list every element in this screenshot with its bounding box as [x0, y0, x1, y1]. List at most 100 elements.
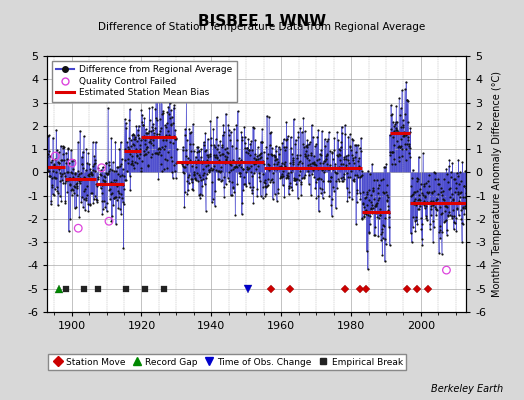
Point: [148, 104, 157, 110]
Point: [59, 143, 67, 149]
Point: [214, 142, 223, 149]
Point: [233, 180, 242, 187]
Point: [157, 152, 165, 158]
Point: [313, 166, 322, 172]
Point: [163, 128, 172, 134]
Point: [272, 197, 281, 204]
Point: [209, 158, 217, 165]
Point: [276, 164, 284, 170]
Point: [299, 141, 307, 148]
Y-axis label: Monthly Temperature Anomaly Difference (°C): Monthly Temperature Anomaly Difference (…: [492, 71, 502, 297]
Point: [107, 135, 115, 142]
Point: [154, 151, 162, 157]
Point: [96, 185, 105, 192]
Point: [443, 213, 452, 219]
Point: [357, 135, 365, 141]
Point: [87, 169, 95, 176]
Point: [340, 156, 348, 162]
Point: [146, 154, 155, 160]
Point: [150, 150, 159, 156]
Point: [100, 177, 108, 184]
Point: [330, 188, 338, 194]
Point: [435, 181, 443, 187]
Point: [336, 147, 344, 153]
Point: [183, 155, 192, 161]
Point: [73, 192, 81, 198]
Point: [225, 169, 233, 175]
Point: [258, 126, 266, 132]
Point: [326, 178, 335, 184]
Point: [196, 158, 205, 164]
Point: [412, 217, 420, 224]
Point: [147, 128, 156, 134]
Point: [102, 208, 111, 214]
Point: [172, 136, 180, 142]
Point: [241, 181, 249, 188]
Point: [401, 131, 410, 138]
Point: [100, 173, 108, 180]
Point: [270, 152, 278, 159]
Point: [195, 174, 204, 180]
Point: [49, 191, 57, 198]
Point: [448, 213, 456, 219]
Point: [279, 136, 288, 142]
Point: [394, 129, 402, 135]
Point: [397, 124, 406, 130]
Point: [48, 183, 56, 190]
Point: [252, 160, 260, 166]
Point: [390, 142, 398, 148]
Point: [158, 144, 166, 150]
Point: [445, 212, 454, 218]
Point: [424, 178, 432, 184]
Point: [212, 152, 220, 158]
Point: [300, 151, 309, 158]
Point: [269, 196, 277, 202]
Point: [78, 154, 86, 160]
Point: [43, 150, 52, 157]
Point: [354, 158, 363, 164]
Point: [290, 116, 298, 122]
Point: [70, 157, 78, 163]
Point: [71, 176, 80, 182]
Point: [66, 180, 74, 187]
Point: [45, 168, 53, 174]
Point: [154, 146, 162, 152]
Point: [141, 126, 150, 132]
Point: [322, 152, 331, 158]
Point: [192, 164, 200, 170]
Point: [112, 221, 120, 227]
Point: [389, 119, 397, 125]
Point: [441, 218, 449, 224]
Point: [397, 105, 405, 111]
Point: [73, 179, 82, 186]
Point: [331, 164, 339, 170]
Point: [245, 147, 254, 153]
Point: [354, 174, 362, 180]
Point: [92, 139, 100, 145]
Point: [80, 187, 89, 194]
Point: [307, 192, 315, 198]
Point: [133, 152, 141, 159]
Point: [66, 174, 74, 181]
Point: [131, 134, 139, 140]
Point: [340, 176, 348, 182]
Point: [328, 149, 336, 155]
Point: [214, 176, 222, 182]
Point: [189, 121, 197, 127]
Point: [366, 221, 374, 228]
Point: [430, 175, 439, 182]
Point: [374, 233, 383, 240]
Point: [413, 221, 422, 228]
Point: [333, 176, 342, 182]
Point: [206, 167, 214, 174]
Point: [85, 161, 94, 167]
Point: [249, 125, 258, 132]
Point: [221, 146, 229, 152]
Point: [286, 134, 294, 140]
Text: BISBEE 1 WNW: BISBEE 1 WNW: [198, 14, 326, 29]
Point: [181, 132, 189, 138]
Point: [261, 191, 270, 198]
Point: [282, 175, 290, 181]
Point: [250, 170, 259, 176]
Point: [198, 160, 206, 166]
